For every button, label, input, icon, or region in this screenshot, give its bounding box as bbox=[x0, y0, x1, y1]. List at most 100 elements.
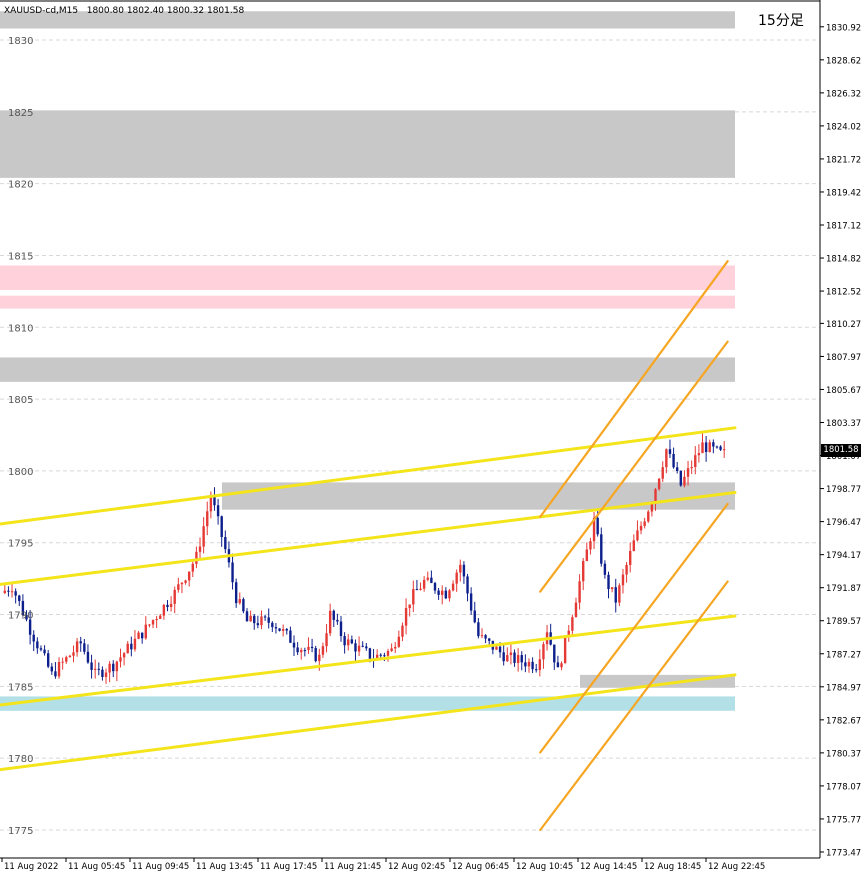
candle-bear bbox=[715, 446, 719, 448]
candle-bear bbox=[271, 622, 274, 628]
price-tick-label: 1791.87 bbox=[826, 584, 861, 594]
time-tick-label: 11 Aug 13:45 bbox=[196, 862, 253, 872]
candle-bull bbox=[386, 650, 390, 656]
time-tick-label: 12 Aug 10:45 bbox=[516, 862, 573, 872]
candle-bull bbox=[347, 639, 350, 646]
candle-bear bbox=[365, 646, 368, 649]
price-tick-label: 1824.02 bbox=[826, 122, 861, 132]
candle-bear bbox=[437, 590, 440, 595]
candle-bear bbox=[231, 562, 234, 583]
candle-bull bbox=[72, 652, 75, 656]
candle-bear bbox=[343, 636, 346, 646]
candle-bull bbox=[694, 455, 697, 468]
candle-bull bbox=[647, 511, 650, 522]
candle-bull bbox=[108, 663, 111, 673]
candle-bull bbox=[574, 602, 578, 618]
candle-bull bbox=[148, 624, 151, 626]
candle-bull bbox=[119, 657, 122, 662]
left-axis-label: 1795 bbox=[8, 539, 33, 550]
price-tick-label: 1807.97 bbox=[826, 353, 861, 363]
candle-bear bbox=[336, 619, 339, 622]
candle-bear bbox=[36, 641, 39, 649]
price-tick-label: 1821.72 bbox=[826, 155, 861, 165]
candle-bull bbox=[3, 590, 7, 593]
time-tick-label: 11 Aug 21:45 bbox=[324, 862, 381, 872]
time-tick-label: 12 Aug 14:45 bbox=[580, 862, 637, 872]
candle-bull bbox=[159, 615, 162, 619]
candle-bear bbox=[292, 642, 296, 648]
candle-bull bbox=[307, 646, 310, 651]
candle-bull bbox=[509, 652, 513, 656]
candle-bear bbox=[245, 611, 249, 622]
trendline-orange bbox=[539, 580, 729, 832]
candle-bull bbox=[238, 599, 241, 604]
candle-bear bbox=[25, 615, 28, 620]
candle-bull bbox=[195, 551, 198, 564]
zone-gray bbox=[222, 482, 735, 510]
current-price-marker: 1801.58 bbox=[821, 444, 861, 457]
price-tick-label: 1775.77 bbox=[826, 815, 861, 825]
candle-bear bbox=[220, 516, 223, 538]
candle-bear bbox=[596, 517, 599, 535]
candle-bear bbox=[524, 662, 527, 667]
candle-bull bbox=[426, 577, 429, 580]
candle-bull bbox=[281, 629, 285, 631]
candle-bull bbox=[459, 564, 462, 573]
trendline-orange bbox=[539, 340, 729, 593]
price-tick-label: 1789.57 bbox=[826, 617, 861, 627]
candle-bull bbox=[686, 468, 690, 477]
candle-bull bbox=[397, 636, 401, 647]
left-axis-label: 1805 bbox=[8, 395, 33, 406]
candle-bear bbox=[704, 442, 708, 453]
price-tick-label: 1810.27 bbox=[826, 320, 861, 330]
price-tick-label: 1828.62 bbox=[826, 56, 861, 66]
candle-bull bbox=[661, 467, 664, 479]
candle-bear bbox=[101, 669, 104, 678]
left-axis-label: 1815 bbox=[8, 251, 33, 262]
price-tick-label: 1787.27 bbox=[826, 650, 861, 660]
zone-gray bbox=[0, 11, 735, 29]
price-tick-label: 1794.17 bbox=[826, 551, 861, 561]
candle-bull bbox=[191, 563, 194, 572]
candle-bull bbox=[68, 655, 72, 658]
left-axis-label: 1810 bbox=[8, 323, 33, 334]
candle-bear bbox=[46, 653, 50, 667]
candle-bull bbox=[357, 645, 361, 652]
candle-bull bbox=[122, 653, 126, 658]
left-axis-label: 1775 bbox=[8, 826, 33, 837]
candle-bear bbox=[310, 646, 314, 649]
candle-bear bbox=[267, 617, 270, 623]
candle-bear bbox=[361, 645, 364, 647]
trendline-yellow bbox=[0, 614, 737, 707]
candle-bull bbox=[621, 574, 625, 586]
trendline-yellow bbox=[0, 673, 737, 772]
price-tick-label: 1803.37 bbox=[826, 419, 861, 429]
candle-bear bbox=[314, 648, 317, 662]
candle-bull bbox=[419, 588, 422, 590]
left-axis-label: 1830 bbox=[8, 36, 33, 47]
candle-bear bbox=[285, 629, 288, 631]
candles bbox=[3, 432, 726, 684]
left-axis-label: 1820 bbox=[8, 180, 33, 191]
price-tick-label: 1782.67 bbox=[826, 716, 861, 726]
candle-bull bbox=[93, 668, 97, 670]
candle-bull bbox=[451, 583, 455, 591]
candle-bull bbox=[209, 496, 213, 512]
left-axis-label: 1790 bbox=[8, 611, 33, 622]
candle-bear bbox=[256, 623, 260, 626]
candle-bear bbox=[83, 643, 86, 652]
candle-bear bbox=[433, 582, 437, 591]
left-axis-label: 1825 bbox=[8, 108, 33, 119]
price-tick-label: 1826.32 bbox=[826, 89, 861, 99]
candle-bull bbox=[390, 648, 393, 651]
candle-bull bbox=[592, 517, 596, 542]
timeframe-label: 15分足 bbox=[758, 13, 804, 29]
candle-bear bbox=[466, 576, 469, 594]
candle-bull bbox=[61, 661, 64, 663]
candle-bull bbox=[144, 624, 147, 639]
candle-bull bbox=[589, 541, 592, 550]
candle-bull bbox=[722, 449, 726, 451]
candle-bear bbox=[415, 589, 419, 591]
candle-bear bbox=[296, 647, 299, 653]
